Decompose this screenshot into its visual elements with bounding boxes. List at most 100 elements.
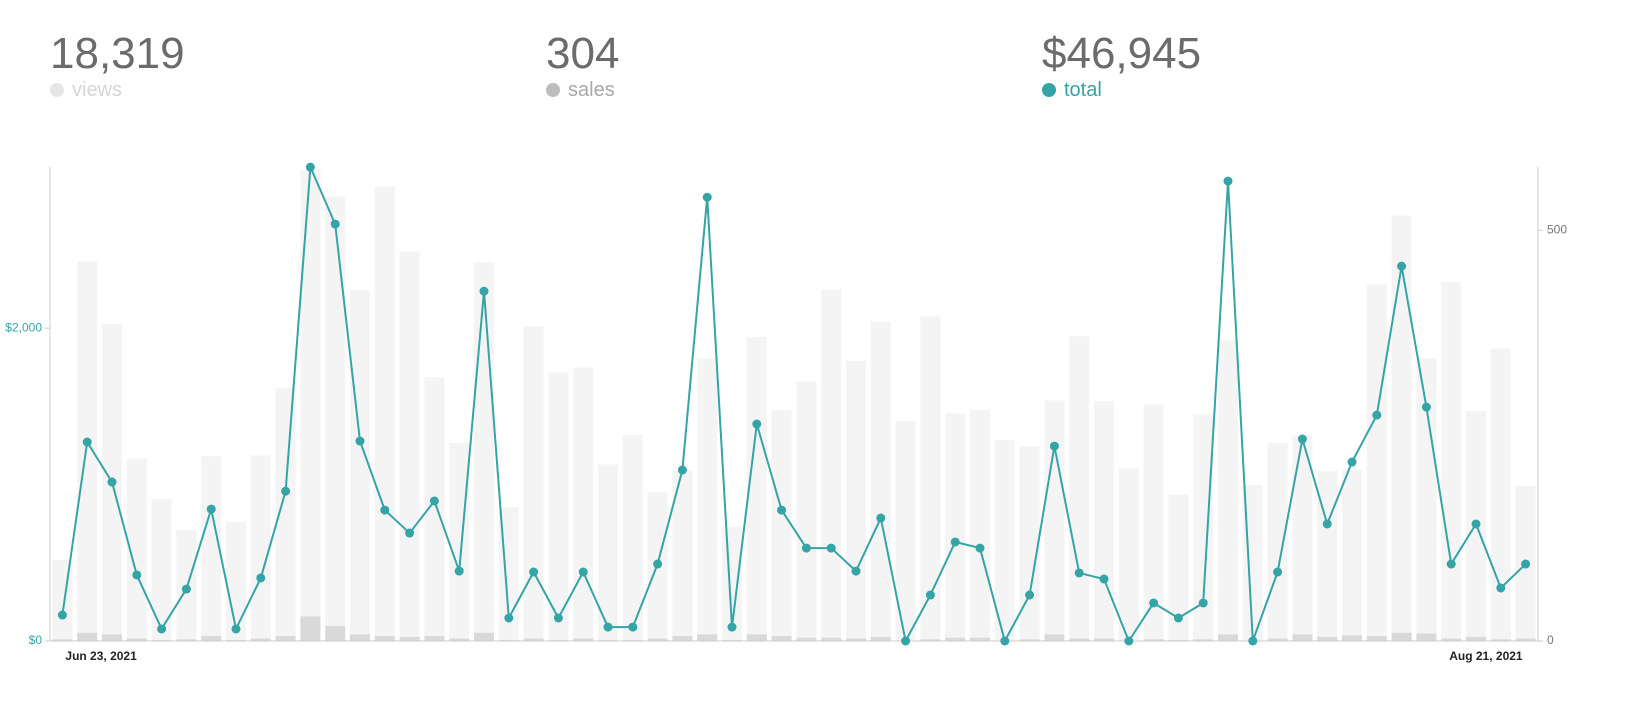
legend-label: sales <box>568 79 615 101</box>
bar-views <box>1267 443 1288 641</box>
point-total <box>1074 568 1084 578</box>
point-total <box>1372 410 1382 420</box>
bar-views <box>746 337 767 641</box>
point-total <box>1000 636 1010 646</box>
point-total <box>777 505 787 515</box>
bar-views <box>821 289 842 641</box>
bar-sales <box>424 636 445 641</box>
bar-sales <box>250 638 271 641</box>
point-total <box>529 567 539 577</box>
bar-views <box>1019 446 1040 641</box>
bar-views <box>374 186 395 642</box>
bar-views <box>1342 470 1362 641</box>
point-total <box>256 573 266 583</box>
bar-sales <box>1069 638 1090 641</box>
bar-sales <box>399 636 420 641</box>
point-total <box>578 567 588 577</box>
point-total <box>925 590 935 600</box>
bar-views <box>672 470 693 641</box>
point-total <box>1099 574 1109 584</box>
point-total <box>1397 261 1407 271</box>
point-total <box>752 419 762 429</box>
bar-views <box>424 377 445 641</box>
bar-views <box>920 316 941 641</box>
bar-views <box>1292 435 1313 641</box>
bar-views <box>945 413 966 641</box>
bar-sales <box>1094 638 1114 641</box>
bar-sales <box>1466 636 1486 641</box>
bar-views <box>151 498 172 641</box>
point-total <box>305 162 315 172</box>
point-total <box>1446 559 1456 569</box>
y-tick-label: $2,000 <box>5 320 42 334</box>
stat: 18,319 views <box>50 28 185 102</box>
bar-views <box>1143 404 1164 641</box>
bar-views <box>226 521 246 641</box>
point-total <box>82 437 92 447</box>
bar-sales <box>1342 635 1362 641</box>
bar-sales <box>449 638 470 641</box>
bar-sales <box>1218 634 1238 641</box>
bar-views <box>697 358 718 641</box>
bar-sales <box>1391 632 1412 641</box>
point-total <box>504 613 514 623</box>
bar-sales <box>1143 639 1164 641</box>
bar-sales <box>523 638 544 641</box>
bar-sales <box>573 638 594 641</box>
x-tick-label: Jun 23, 2021 <box>65 649 137 663</box>
point-total <box>429 496 439 506</box>
point-total <box>1025 590 1035 600</box>
point-total <box>231 624 241 634</box>
point-total <box>1124 636 1134 646</box>
stat-legend: views <box>50 78 185 102</box>
point-total <box>727 622 737 632</box>
bar-sales <box>1292 634 1313 641</box>
bar-sales <box>1416 633 1437 641</box>
bar-sales <box>1366 636 1387 641</box>
bar-views <box>325 196 346 641</box>
point-total <box>975 543 985 553</box>
bar-views <box>201 456 222 641</box>
bar-sales <box>374 636 395 641</box>
point-total <box>405 528 415 538</box>
point-total <box>1347 457 1357 467</box>
bar-views <box>250 455 271 641</box>
point-total <box>1496 583 1506 593</box>
legend-dot <box>50 83 64 97</box>
stat-legend: sales <box>546 78 619 102</box>
bar-sales <box>102 634 122 641</box>
line-total <box>61 166 1527 644</box>
point-total <box>653 559 663 569</box>
point-total <box>876 513 886 523</box>
bar-sales <box>1515 638 1536 641</box>
point-total <box>281 486 291 496</box>
point-total <box>181 584 191 594</box>
bar-sales <box>920 639 941 641</box>
point-total <box>1049 441 1059 451</box>
bar-views <box>449 443 470 641</box>
point-total <box>677 465 687 475</box>
point-total <box>901 636 911 646</box>
stat-legend: total <box>1042 78 1201 102</box>
stats-bar: 18,319 views 304 sales $46,945 total <box>0 0 1632 120</box>
stat-value: 304 <box>546 29 620 78</box>
bar-sales <box>325 626 346 641</box>
legend-dot <box>546 83 560 97</box>
bar-views <box>1218 340 1238 641</box>
bar-sales <box>1193 639 1214 641</box>
bar-views <box>548 372 569 641</box>
point-total <box>1273 567 1283 577</box>
bar-views <box>1242 484 1263 641</box>
point-total <box>330 219 340 229</box>
bar-views <box>1118 468 1139 641</box>
bar-sales <box>1019 639 1040 641</box>
bar-views <box>1490 348 1511 641</box>
bar-sales <box>77 632 98 641</box>
point-total <box>1322 519 1332 529</box>
bar-views <box>1168 494 1189 641</box>
bar-views <box>846 360 866 641</box>
point-total <box>1297 434 1307 444</box>
bar-sales <box>201 636 222 641</box>
bar-views <box>350 290 370 641</box>
